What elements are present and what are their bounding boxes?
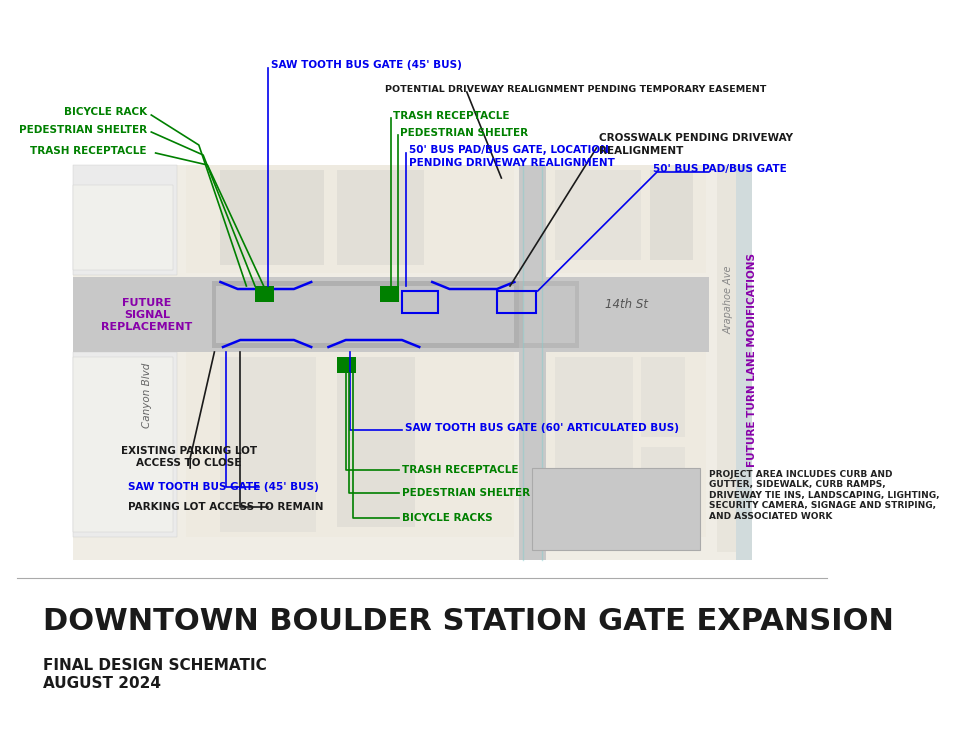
Text: 14th St: 14th St bbox=[605, 298, 648, 312]
Text: SAW TOOTH BUS GATE (60' ARTICULATED BUS): SAW TOOTH BUS GATE (60' ARTICULATED BUS) bbox=[404, 423, 679, 433]
Bar bbox=[531, 468, 701, 550]
Bar bbox=[73, 185, 173, 270]
Text: PROJECT AREA INCLUDES CURB AND
GUTTER, SIDEWALK, CURB RAMPS,
DRIVEWAY TIE INS, L: PROJECT AREA INCLUDES CURB AND GUTTER, S… bbox=[709, 470, 939, 521]
Bar bbox=[546, 352, 706, 537]
Text: BICYCLE RACKS: BICYCLE RACKS bbox=[402, 513, 492, 523]
Text: SAW TOOTH BUS GATE (45' BUS): SAW TOOTH BUS GATE (45' BUS) bbox=[271, 60, 461, 70]
Text: FUTURE TURN LANE MODIFICATIONS: FUTURE TURN LANE MODIFICATIONS bbox=[747, 253, 757, 467]
Bar bbox=[73, 165, 177, 275]
Bar bbox=[555, 170, 642, 260]
Text: TRASH RECEPTACLE: TRASH RECEPTACLE bbox=[30, 146, 147, 156]
Text: FUTURE
SIGNAL
REPLACEMENT: FUTURE SIGNAL REPLACEMENT bbox=[102, 298, 192, 331]
Bar bbox=[337, 170, 424, 265]
Text: BICYCLE RACK: BICYCLE RACK bbox=[64, 107, 147, 117]
Text: Arapahoe Ave: Arapahoe Ave bbox=[724, 266, 734, 334]
Text: PEDESTRIAN SHELTER: PEDESTRIAN SHELTER bbox=[402, 488, 531, 498]
Bar bbox=[642, 357, 685, 437]
Bar bbox=[642, 447, 685, 527]
Bar bbox=[73, 165, 752, 560]
Text: AUGUST 2024: AUGUST 2024 bbox=[43, 676, 161, 691]
Text: EXISTING PARKING LOT
ACCESS TO CLOSE: EXISTING PARKING LOT ACCESS TO CLOSE bbox=[121, 446, 257, 468]
Bar bbox=[73, 357, 173, 532]
Text: 50' BUS PAD/BUS GATE, LOCATION: 50' BUS PAD/BUS GATE, LOCATION bbox=[409, 145, 609, 155]
Bar bbox=[402, 291, 439, 313]
Bar bbox=[380, 286, 400, 302]
Bar bbox=[519, 165, 546, 560]
Text: DOWNTOWN BOULDER STATION GATE EXPANSION: DOWNTOWN BOULDER STATION GATE EXPANSION bbox=[43, 608, 894, 636]
Bar bbox=[717, 352, 737, 552]
Bar bbox=[337, 357, 357, 373]
Text: Canyon Blvd: Canyon Blvd bbox=[142, 362, 152, 427]
Bar bbox=[497, 291, 536, 313]
Bar bbox=[523, 286, 574, 343]
Text: TRASH RECEPTACLE: TRASH RECEPTACLE bbox=[394, 111, 510, 121]
Bar bbox=[221, 357, 316, 532]
Text: PENDING DRIVEWAY REALIGNMENT: PENDING DRIVEWAY REALIGNMENT bbox=[409, 158, 615, 168]
Text: PARKING LOT ACCESS TO REMAIN: PARKING LOT ACCESS TO REMAIN bbox=[128, 502, 323, 512]
Bar bbox=[650, 170, 694, 260]
Bar bbox=[216, 286, 514, 343]
Bar bbox=[337, 357, 415, 527]
Text: SAW TOOTH BUS GATE (45' BUS): SAW TOOTH BUS GATE (45' BUS) bbox=[128, 482, 319, 492]
Bar bbox=[709, 165, 752, 560]
Bar bbox=[555, 357, 633, 527]
Text: 50' BUS PAD/BUS GATE: 50' BUS PAD/BUS GATE bbox=[653, 164, 786, 174]
Bar bbox=[73, 352, 177, 537]
Bar bbox=[212, 281, 519, 348]
Bar bbox=[255, 286, 274, 302]
Text: TRASH RECEPTACLE: TRASH RECEPTACLE bbox=[402, 465, 519, 475]
Bar bbox=[519, 281, 579, 348]
Bar bbox=[546, 165, 706, 273]
Bar bbox=[737, 165, 752, 560]
Text: POTENTIAL DRIVEWAY REALIGNMENT PENDING TEMPORARY EASEMENT: POTENTIAL DRIVEWAY REALIGNMENT PENDING T… bbox=[385, 85, 766, 94]
Bar bbox=[186, 352, 514, 537]
Text: CROSSWALK PENDING DRIVEWAY: CROSSWALK PENDING DRIVEWAY bbox=[599, 133, 793, 143]
Text: FINAL DESIGN SCHEMATIC: FINAL DESIGN SCHEMATIC bbox=[43, 658, 267, 673]
Text: PEDESTRIAN SHELTER: PEDESTRIAN SHELTER bbox=[401, 128, 529, 138]
Bar bbox=[186, 165, 514, 273]
Text: PEDESTRIAN SHELTER: PEDESTRIAN SHELTER bbox=[19, 125, 147, 135]
Text: REALIGNMENT: REALIGNMENT bbox=[599, 146, 684, 156]
Bar bbox=[717, 165, 737, 365]
Bar bbox=[73, 277, 709, 352]
Bar bbox=[221, 170, 324, 265]
